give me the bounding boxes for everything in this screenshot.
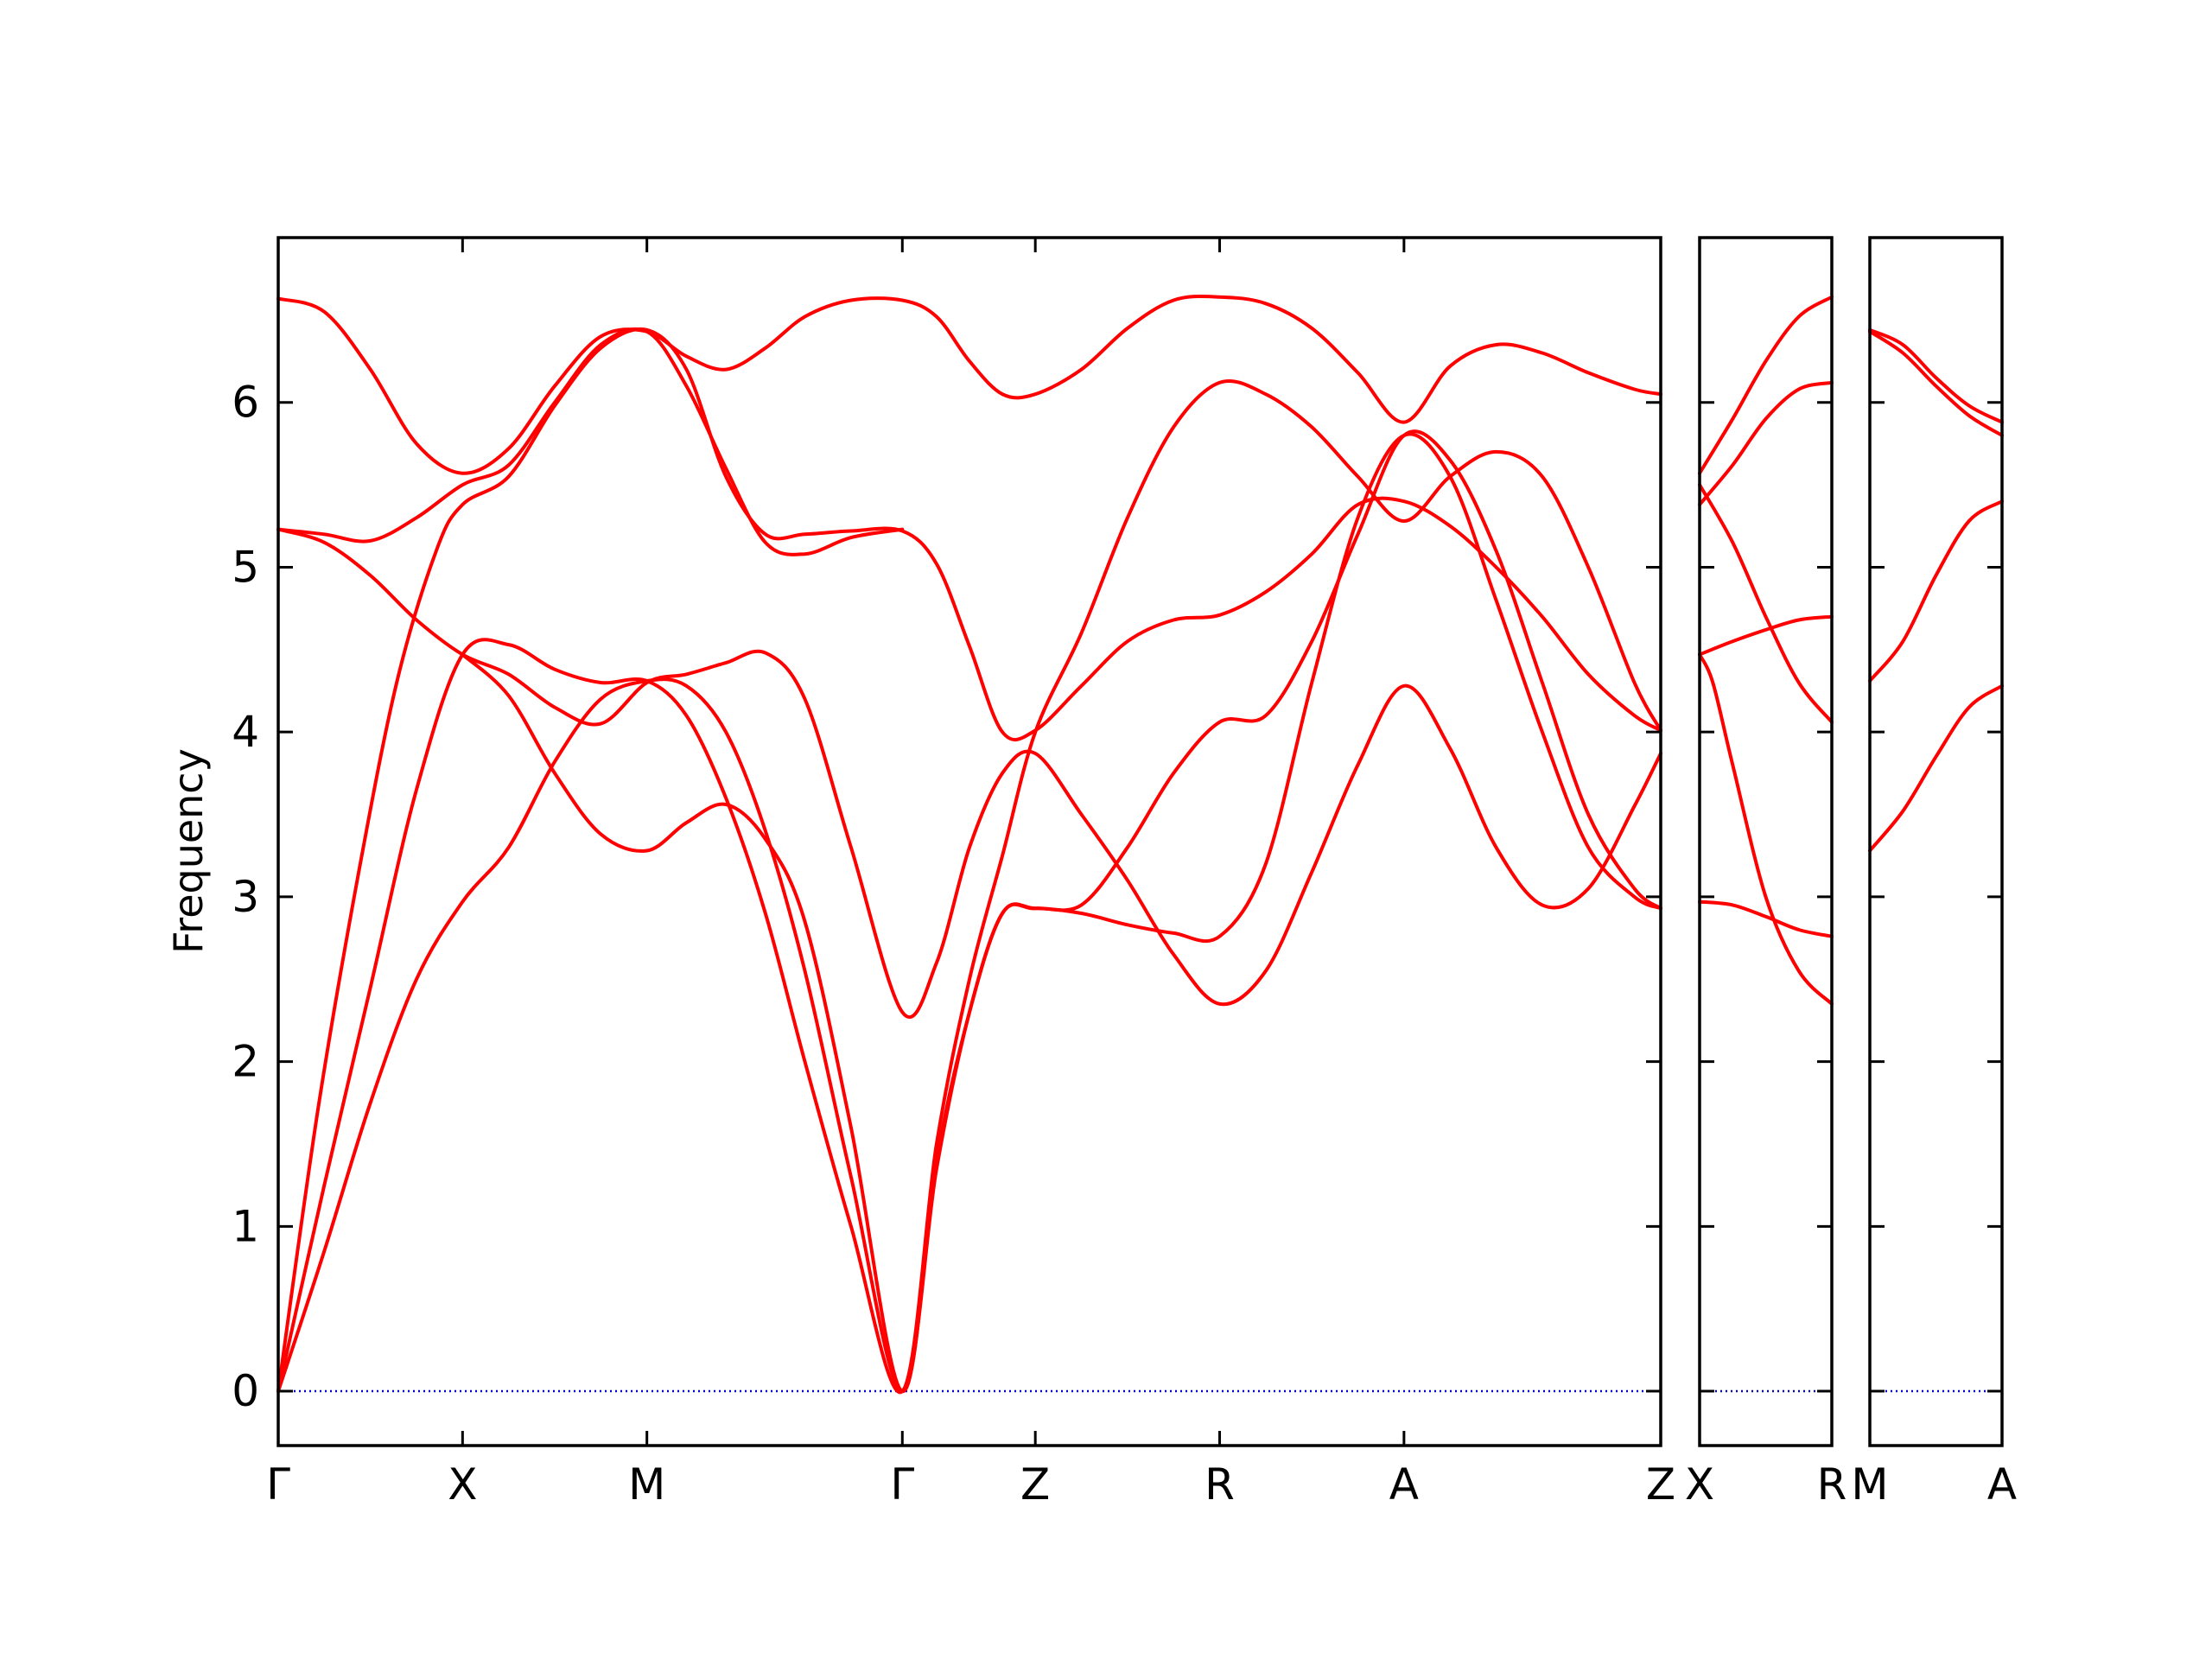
y-tick-label: 3 <box>232 872 259 922</box>
bands-group <box>1698 295 1834 1006</box>
x-tick-label: A <box>1987 1459 2017 1510</box>
x-tick-label: X <box>1685 1459 1714 1510</box>
panel-frame <box>276 236 1662 1447</box>
x-tick-label: M <box>1851 1459 1888 1510</box>
y-tick-label: 2 <box>232 1037 259 1087</box>
y-tick-label: 5 <box>232 542 259 592</box>
panel-frame <box>1868 236 2004 1447</box>
band-line-4 <box>276 327 1662 1394</box>
panel-frame <box>1698 236 1834 1447</box>
y-tick-label: 1 <box>232 1201 259 1251</box>
x-tick-label: Z <box>1646 1459 1675 1510</box>
x-tick-label: X <box>448 1459 477 1510</box>
band-line-3 <box>1868 499 2004 683</box>
band-line-2 <box>1868 329 2004 437</box>
y-tick-label: 6 <box>232 378 259 428</box>
band-line-6 <box>1698 899 1834 938</box>
band-line-3 <box>1698 483 1834 724</box>
bands-group <box>1868 327 2004 853</box>
x-tick-label: Γ <box>266 1459 290 1510</box>
band-line-6 <box>276 429 1662 1394</box>
y-axis-label: Frequency <box>165 748 212 954</box>
band-line-1 <box>1868 327 2004 424</box>
y-tick-label: 4 <box>232 707 259 757</box>
band-line-4 <box>1698 614 1834 657</box>
x-tick-label: R <box>1205 1459 1235 1510</box>
x-tick-label: M <box>628 1459 665 1510</box>
band-line-2 <box>1698 380 1834 506</box>
band-line-7 <box>461 432 1662 1394</box>
y-tick-label: 0 <box>232 1366 259 1416</box>
x-tick-label: Γ <box>890 1459 914 1510</box>
band-line-5 <box>1698 652 1834 1006</box>
bands-group <box>276 294 1662 1395</box>
x-tick-label: Z <box>1020 1459 1050 1510</box>
x-tick-label: A <box>1389 1459 1419 1510</box>
band-line-2 <box>276 327 905 556</box>
band-line-5 <box>276 379 1662 1395</box>
band-line-3 <box>276 527 1662 1020</box>
panel-1: 0 1 2 3 4 5 6 Γ X M Γ Z R A Z <box>232 236 1675 1510</box>
band-line-1 <box>1698 295 1834 475</box>
band-line-4 <box>1868 683 2004 853</box>
x-tick-label: R <box>1817 1459 1847 1510</box>
band-line-1 <box>276 294 1662 475</box>
